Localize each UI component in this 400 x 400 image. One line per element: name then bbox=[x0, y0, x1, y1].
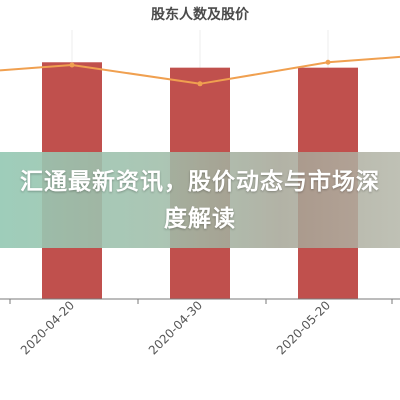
price-line bbox=[0, 55, 400, 87]
price-point-2020-05-20 bbox=[325, 59, 331, 65]
chart-title: 股东人数及股价 bbox=[151, 6, 250, 23]
x-axis: 2020-04-20 2020-04-30 2020-05-20 bbox=[0, 298, 400, 357]
price-point-2020-04-30 bbox=[197, 81, 203, 87]
price-point-2020-04-20 bbox=[69, 62, 75, 68]
x-tick-label-3: 2020-05-20 bbox=[274, 298, 333, 357]
x-tick-label-1: 2020-04-20 bbox=[18, 298, 77, 357]
headline-text: 汇通最新资讯，股价动态与市场深度解读 bbox=[20, 169, 380, 232]
x-tick-label-2: 2020-04-30 bbox=[146, 298, 205, 357]
headline-banner bbox=[0, 152, 400, 248]
